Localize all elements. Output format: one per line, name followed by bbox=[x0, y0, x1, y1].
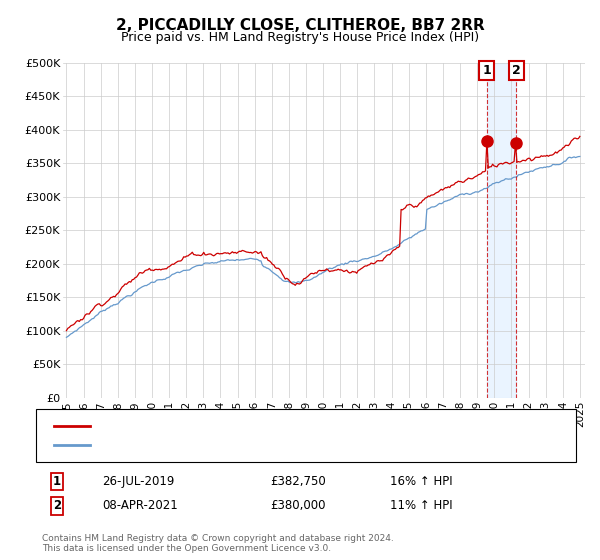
Text: 2: 2 bbox=[512, 64, 520, 77]
Text: 1: 1 bbox=[482, 64, 491, 77]
Text: £380,000: £380,000 bbox=[270, 499, 325, 512]
Text: Contains HM Land Registry data © Crown copyright and database right 2024.
This d: Contains HM Land Registry data © Crown c… bbox=[42, 534, 394, 553]
Text: 2, PICCADILLY CLOSE, CLITHEROE, BB7 2RR (detached house): 2, PICCADILLY CLOSE, CLITHEROE, BB7 2RR … bbox=[99, 421, 437, 431]
Text: 08-APR-2021: 08-APR-2021 bbox=[102, 499, 178, 512]
Text: 2: 2 bbox=[53, 499, 61, 512]
Text: Price paid vs. HM Land Registry's House Price Index (HPI): Price paid vs. HM Land Registry's House … bbox=[121, 31, 479, 44]
Text: HPI: Average price, detached house, Ribble Valley: HPI: Average price, detached house, Ribb… bbox=[99, 440, 372, 450]
Text: 2, PICCADILLY CLOSE, CLITHEROE, BB7 2RR: 2, PICCADILLY CLOSE, CLITHEROE, BB7 2RR bbox=[116, 18, 484, 33]
Text: 11% ↑ HPI: 11% ↑ HPI bbox=[390, 499, 452, 512]
Text: £382,750: £382,750 bbox=[270, 475, 326, 488]
Text: 1: 1 bbox=[53, 475, 61, 488]
Text: 16% ↑ HPI: 16% ↑ HPI bbox=[390, 475, 452, 488]
Bar bbox=[487, 63, 516, 398]
Text: 26-JUL-2019: 26-JUL-2019 bbox=[102, 475, 175, 488]
